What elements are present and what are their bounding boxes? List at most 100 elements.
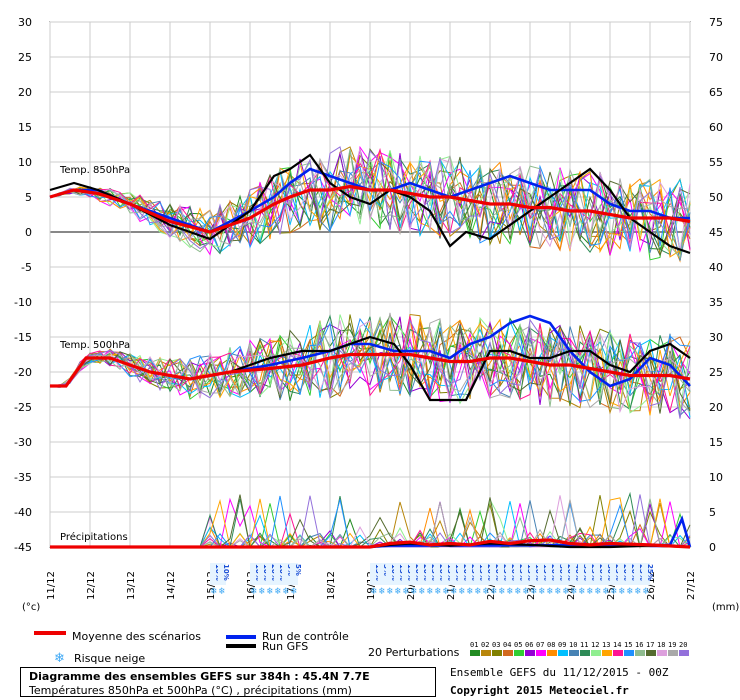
perturbation-line-500 [49, 312, 691, 413]
y-left-tick-label: -40 [14, 506, 32, 519]
mean-legend-label: Moyenne des scénarios [72, 630, 201, 643]
perturbation-number: 07 [536, 641, 544, 649]
snow-icon: ❄ [275, 586, 282, 597]
perturbation-number: 15 [624, 641, 632, 649]
snow-icon: ❄ [555, 586, 562, 597]
snow-icon: ❄ [435, 586, 442, 597]
y-right-tick-label: 35 [709, 296, 723, 309]
perturbation-line-850 [49, 160, 691, 252]
snow-risk-cell [634, 563, 642, 585]
snow-icon: ❄ [451, 586, 458, 597]
y-right-tick-label: 65 [709, 86, 723, 99]
chart-grid [49, 21, 691, 548]
snow-risk-cell [378, 563, 386, 585]
perturbation-swatch [492, 650, 502, 656]
snow-risk-cell [570, 563, 578, 585]
perturbation-swatch [602, 650, 612, 656]
y-left-tick-label: -25 [14, 401, 32, 414]
y-left-tick-label: 15 [18, 121, 32, 134]
snow-risk-cell [410, 563, 418, 585]
y-right-tick-label: 75 [709, 16, 723, 29]
snow-icon: ❄ [291, 586, 298, 597]
snow-icon: ❄ [371, 586, 378, 597]
perturbation-line-850 [49, 145, 691, 256]
snow-icon: ❄ [531, 586, 538, 597]
snow-icon: ❄ [387, 586, 394, 597]
snow-risk-cell [450, 563, 458, 585]
y-right-tick-label: 50 [709, 191, 723, 204]
y-left-tick-label: -15 [14, 331, 32, 344]
snow-risk-cell [258, 563, 266, 585]
y-right-tick-label: 70 [709, 51, 723, 64]
snow-icon: ❄ [267, 586, 274, 597]
x-tick-label: 13/12 [126, 571, 137, 600]
perturbation-number: 05 [514, 641, 522, 649]
perturbation-swatch [525, 650, 535, 656]
y-right-unit: (mm) [712, 602, 739, 613]
perturbation-line-500 [49, 316, 691, 413]
x-tick-label: 27/12 [686, 571, 697, 600]
snow-icon: ❄ [283, 586, 290, 597]
x-tick-label: 14/12 [166, 571, 177, 600]
footer-title-box: Diagramme des ensembles GEFS sur 384h : … [20, 667, 436, 697]
gfs-line-850 [49, 153, 691, 255]
snow-icon: ❄ [627, 586, 634, 597]
snow-risk-cell [546, 563, 554, 585]
snow-risk-cell [250, 563, 258, 585]
snow-risk-cell [594, 563, 602, 585]
mean-line-850 [49, 184, 691, 234]
y-right-tick-label: 40 [709, 261, 723, 274]
perturbation-number: 16 [635, 641, 643, 649]
snow-risk-cell [402, 563, 410, 585]
y-left-tick-label: 0 [25, 226, 32, 239]
snow-risk-cell [626, 563, 634, 585]
y-left-tick-label: 5 [25, 191, 32, 204]
perturbation-number: 19 [668, 641, 676, 649]
snow-risk-cell [458, 563, 466, 585]
snow-risk-cell [562, 563, 570, 585]
snow-icon: ❄ [571, 586, 578, 597]
snow-risk-cell [506, 563, 514, 585]
perturbation-swatch [470, 650, 480, 656]
snow-icon: ❄ [635, 586, 642, 597]
y-right-tick-label: 5 [709, 506, 716, 519]
snow-icon: ❄ [507, 586, 514, 597]
y-left-tick-label: -35 [14, 471, 32, 484]
snow-risk-row: 10%❄10%❄10%❄10%❄20%❄10%❄5%❄5%❄15%❄5%❄10%… [210, 563, 654, 597]
x-tick-label: 22/12 [486, 571, 497, 600]
perturbation-line-500 [49, 320, 691, 414]
x-tick-label: 11/12 [46, 571, 57, 600]
perturbation-number: 12 [591, 641, 599, 649]
snow-risk-cell [426, 563, 434, 585]
y-left-tick-label: 25 [18, 51, 32, 64]
snow-icon: ❄ [523, 586, 530, 597]
y-right-tick-label: 45 [709, 226, 723, 239]
snow-icon: ❄ [251, 586, 258, 597]
perturbation-line-850 [49, 149, 691, 259]
x-tick-label: 25/12 [606, 571, 617, 600]
y-right-tick-label: 60 [709, 121, 723, 134]
snow-icon: ❄ [587, 586, 594, 597]
snow-icon: ❄ [539, 586, 546, 597]
y-left-tick-label: -30 [14, 436, 32, 449]
snow-risk-cell [466, 563, 474, 585]
snow-icon: ❄ [547, 586, 554, 597]
snow-risk-cell [586, 563, 594, 585]
x-axis: 11/12 12/12 13/12 14/12 15/12 16/12 17/12 18/12… [46, 571, 697, 600]
perturbation-number: 17 [646, 641, 654, 649]
perturbation-number: 03 [492, 641, 500, 649]
perturbation-swatches: 01 02 03 04 05 06 07 08 09 10 11 12 13 14 15 16 17 18 19 20 [470, 641, 689, 656]
perturbation-number: 14 [613, 641, 621, 649]
perturbation-number: 09 [558, 641, 566, 649]
snow-risk-cell [602, 563, 610, 585]
snow-risk-cell [418, 563, 426, 585]
perturbation-swatch [481, 650, 491, 656]
footer-subtitle: Températures 850hPa et 500hPa (°C) , pré… [29, 684, 352, 697]
snow-risk-cell [538, 563, 546, 585]
snow-icon: ❄ [579, 586, 586, 597]
perturbation-line-850 [49, 147, 691, 251]
control-legend-label: Run de contrôle [262, 630, 349, 643]
perturbation-swatch [679, 650, 689, 656]
